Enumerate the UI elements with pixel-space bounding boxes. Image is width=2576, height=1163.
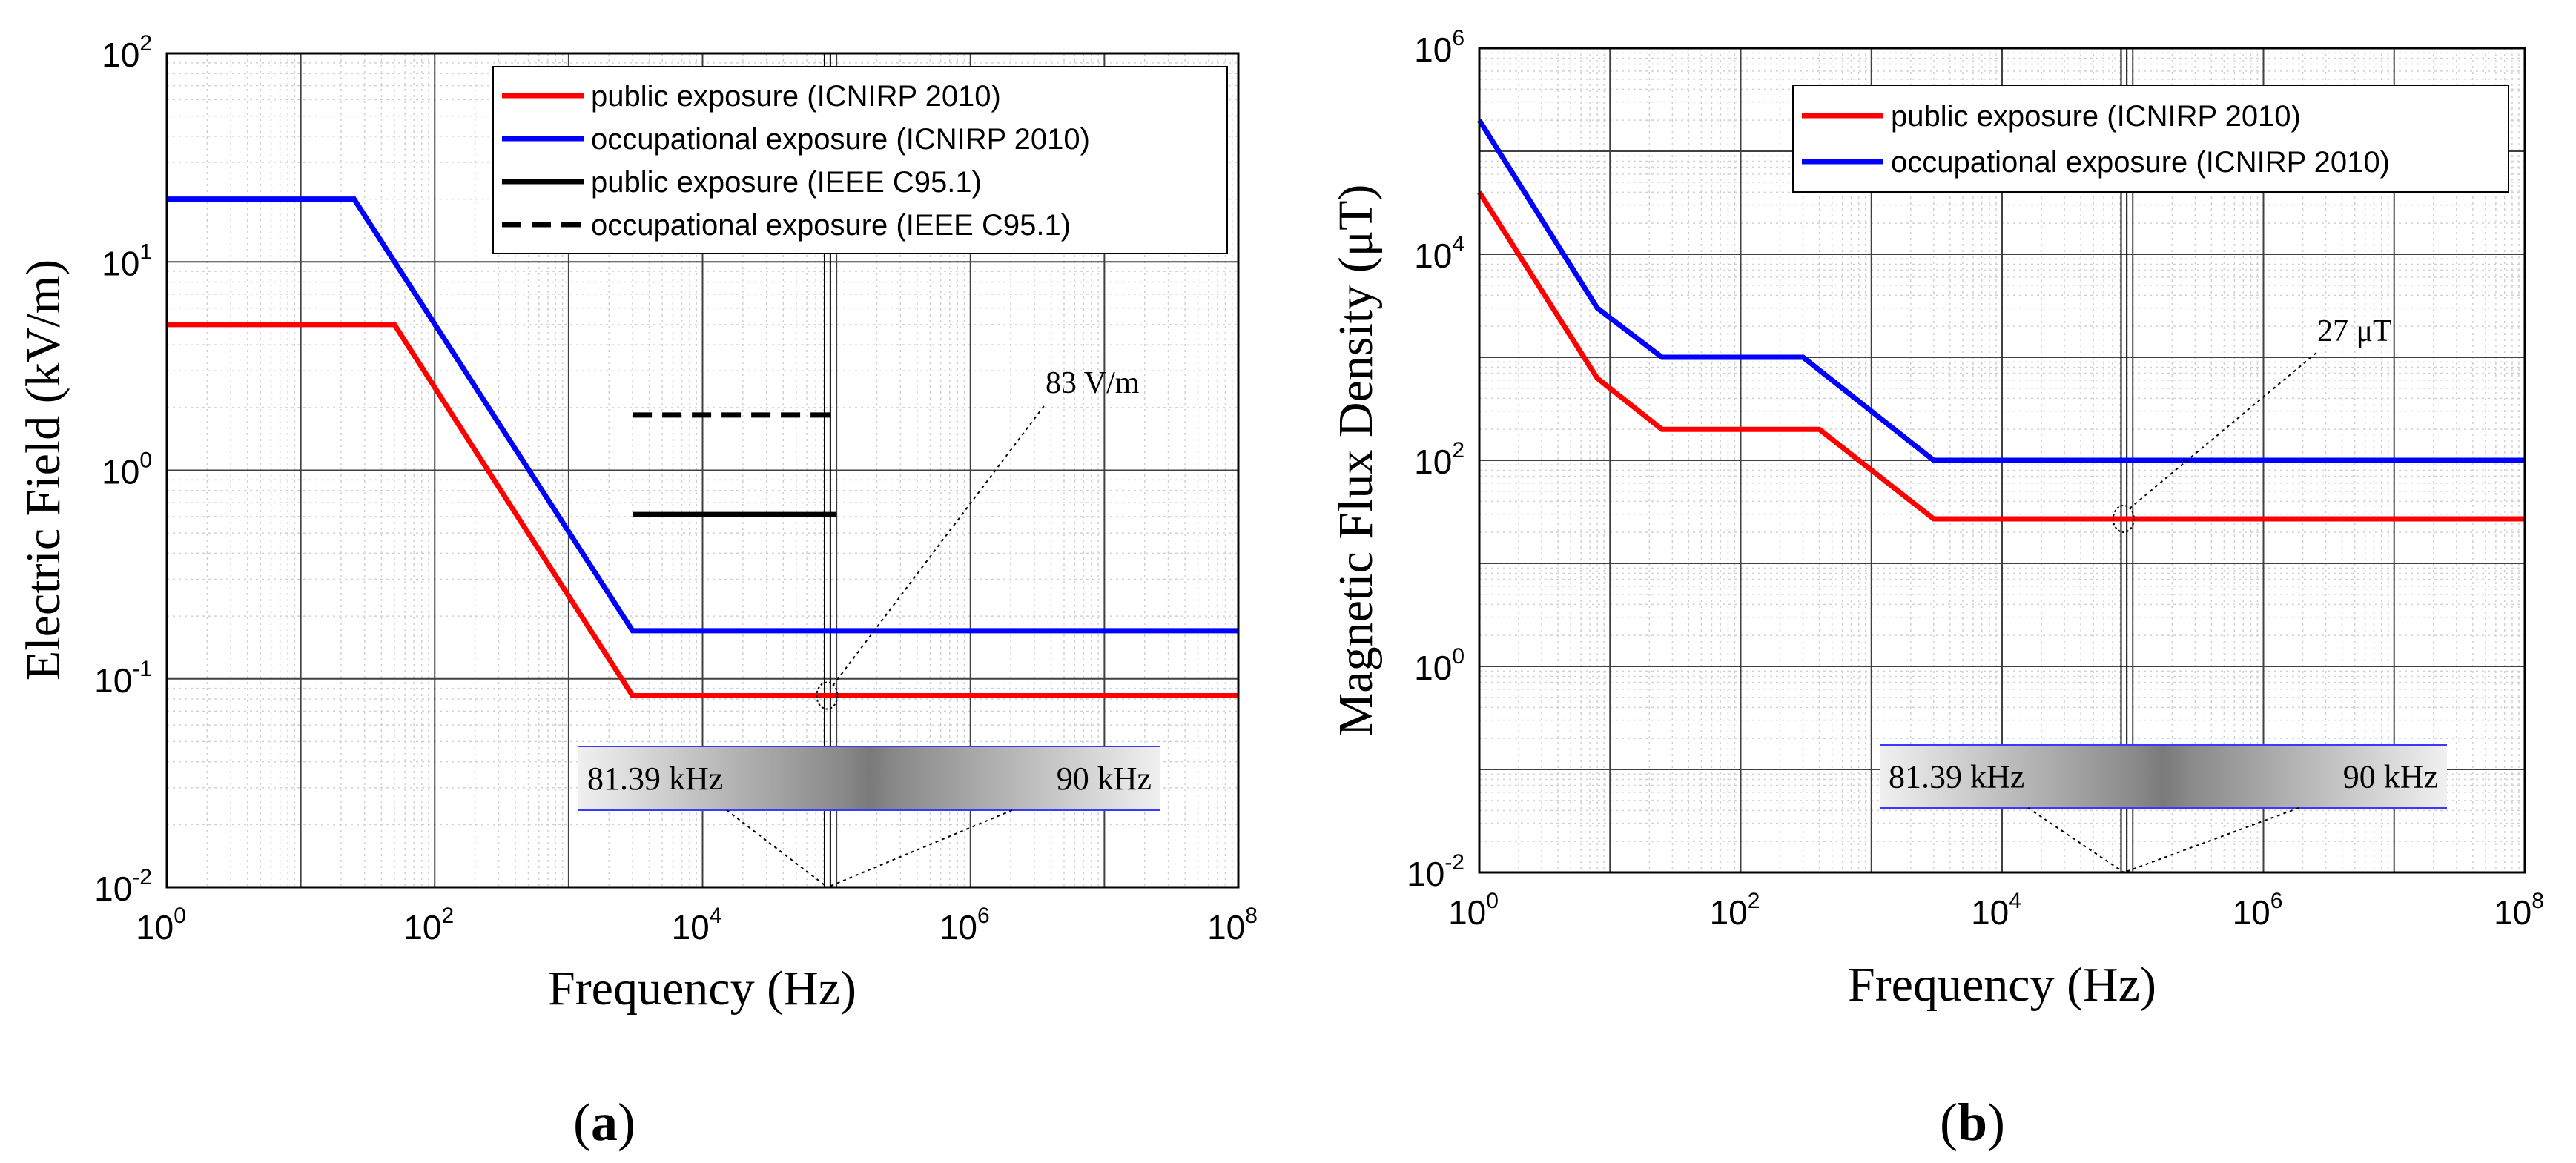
chart-a-band: 81.39 kHz 90 kHz bbox=[578, 53, 1160, 888]
chart-b-x-tick-label: 104 bbox=[1971, 889, 2021, 932]
chart-a-legend-label-0: public exposure (ICNIRP 2010) bbox=[591, 80, 1001, 113]
chart-b-band-zoom-right bbox=[2123, 807, 2299, 873]
chart-a-x-ticks: 100 102 104 106 108 bbox=[136, 904, 1258, 947]
chart-b-y-tick-label: 104 bbox=[1414, 232, 1464, 275]
chart-a-panel-label: (a) bbox=[573, 1093, 635, 1152]
chart-a-x-tick-label: 104 bbox=[672, 904, 722, 947]
chart-a-legend: public exposure (ICNIRP 2010) occupationa… bbox=[492, 66, 1228, 254]
chart-b-x-ticks: 100 102 104 106 108 bbox=[1448, 889, 2544, 932]
chart-a-legend-label-3: occupational exposure (IEEE C95.1) bbox=[591, 209, 1071, 242]
chart-b-x-tick-label: 106 bbox=[2233, 889, 2283, 932]
chart-b-annotation-marker bbox=[2112, 505, 2135, 534]
chart-a-frame bbox=[165, 52, 1240, 889]
chart-b-panel-letter: b bbox=[1958, 1093, 1987, 1152]
chart-b-y-ticks: 10-2 100 102 104 106 bbox=[1407, 26, 1464, 893]
chart-a-band-inset bbox=[578, 746, 1160, 810]
chart-b-x-tick-label: 108 bbox=[2494, 889, 2544, 932]
chart-b-band-zoom-left bbox=[2027, 807, 2124, 873]
chart-a-x-tick-label: 108 bbox=[1207, 904, 1258, 947]
chart-a-y-tick-label: 10-1 bbox=[94, 657, 152, 700]
chart-b-x-axis-title: Frequency (Hz) bbox=[1848, 958, 2156, 1012]
chart-a-x-tick-label: 100 bbox=[136, 904, 186, 947]
chart-a-band-start-label: 81.39 kHz bbox=[587, 761, 723, 797]
chart-a-x-tick-label: 102 bbox=[403, 904, 454, 947]
chart-a-y-tick-label: 10-2 bbox=[94, 865, 152, 908]
chart-a-series bbox=[167, 196, 1238, 698]
chart-a-annotation: 83 V/m bbox=[816, 366, 1140, 710]
chart-b-y-axis-title: Magnetic Flux Density (μT) bbox=[1329, 185, 1383, 737]
chart-a-legend-label-1: occupational exposure (ICNIRP 2010) bbox=[591, 123, 1090, 156]
chart-b-panel-label: (b) bbox=[1940, 1093, 2005, 1152]
chart-a-x-tick-label: 106 bbox=[939, 904, 990, 947]
chart-b-series-0 bbox=[1477, 190, 2525, 522]
chart-b-annotation: 27 μT bbox=[2112, 314, 2392, 534]
chart-a-y-axis-title: Electric Field (kV/m) bbox=[16, 259, 70, 680]
chart-a-annotation-leader bbox=[832, 403, 1046, 686]
chart-a-series-0 bbox=[167, 322, 1238, 698]
chart-b-band-inset bbox=[1880, 745, 2447, 808]
chart-a-legend-box bbox=[492, 66, 1228, 254]
chart-a-y-ticks: 10-2 10-1 100 101 102 bbox=[94, 31, 152, 908]
chart-b-series bbox=[1477, 119, 2525, 522]
chart-b-band-end-label: 90 kHz bbox=[2343, 759, 2438, 795]
chart-a-series-1 bbox=[167, 196, 1238, 634]
chart-a-annotation-marker bbox=[816, 681, 839, 710]
chart-a-legend-label-2: public exposure (IEEE C95.1) bbox=[591, 166, 982, 199]
chart-b: 81.39 kHz 90 kHz 27 μT 100 102 104 106 108 10… bbox=[1329, 26, 2544, 1152]
chart-b-annotation-label: 27 μT bbox=[2317, 314, 2392, 348]
chart-b-legend-label-0: public exposure (ICNIRP 2010) bbox=[1891, 100, 2301, 133]
chart-b-y-tick-label: 106 bbox=[1414, 26, 1464, 69]
chart-a-band-end-label: 90 kHz bbox=[1057, 761, 1152, 797]
chart-a-annotation-label: 83 V/m bbox=[1046, 366, 1140, 400]
chart-b-y-tick-label: 100 bbox=[1414, 644, 1464, 687]
chart-b-y-tick-label: 102 bbox=[1414, 438, 1464, 481]
chart-b-legend: public exposure (ICNIRP 2010) occupationa… bbox=[1792, 85, 2509, 193]
chart-a-y-tick-label: 101 bbox=[102, 239, 152, 282]
chart-b-x-tick-label: 100 bbox=[1448, 889, 1499, 932]
chart-a-y-tick-label: 102 bbox=[102, 31, 152, 74]
chart-b-legend-box bbox=[1792, 85, 2509, 193]
chart-a-panel-letter: a bbox=[591, 1093, 618, 1152]
chart-b-series-1 bbox=[1477, 119, 2525, 463]
chart-a-x-axis-title: Frequency (Hz) bbox=[548, 961, 856, 1015]
chart-a-band-zoom-left bbox=[726, 809, 828, 888]
chart-b-x-tick-label: 102 bbox=[1710, 889, 1760, 932]
chart-b-band-start-label: 81.39 kHz bbox=[1889, 759, 2024, 795]
chart-a: 81.39 kHz 90 kHz 83 V/m 100 102 104 106 108 1… bbox=[16, 31, 1258, 1152]
chart-b-y-tick-label: 10-2 bbox=[1407, 850, 1464, 893]
chart-a-y-tick-label: 100 bbox=[102, 448, 152, 491]
chart-b-annotation-leader bbox=[2129, 351, 2318, 509]
chart-b-band: 81.39 kHz 90 kHz bbox=[1880, 48, 2447, 873]
chart-a-band-zoom-right bbox=[827, 809, 1013, 888]
chart-b-frame bbox=[1478, 47, 2526, 874]
chart-b-legend-label-1: occupational exposure (ICNIRP 2010) bbox=[1891, 146, 2390, 179]
